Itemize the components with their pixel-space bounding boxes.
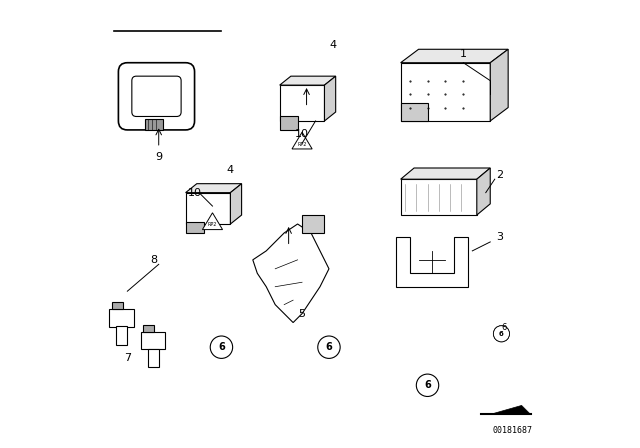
- Polygon shape: [202, 213, 223, 229]
- Text: 10: 10: [188, 188, 202, 198]
- Circle shape: [211, 336, 233, 358]
- Text: RP2: RP2: [208, 222, 217, 228]
- Text: 00181687: 00181687: [493, 426, 532, 435]
- Bar: [112, 302, 123, 309]
- Text: 6: 6: [326, 342, 332, 352]
- Text: 6: 6: [218, 342, 225, 352]
- Bar: [401, 103, 428, 121]
- Circle shape: [318, 336, 340, 358]
- Polygon shape: [324, 76, 336, 121]
- Polygon shape: [401, 179, 477, 215]
- Text: 5: 5: [299, 309, 305, 319]
- Polygon shape: [280, 85, 324, 121]
- Polygon shape: [490, 49, 508, 121]
- Bar: [302, 215, 324, 233]
- Polygon shape: [401, 63, 490, 121]
- Polygon shape: [186, 184, 242, 193]
- Bar: [280, 116, 298, 130]
- FancyBboxPatch shape: [132, 76, 181, 116]
- Text: 10: 10: [295, 129, 309, 139]
- Bar: [148, 349, 159, 367]
- Polygon shape: [401, 168, 490, 179]
- Bar: [145, 119, 163, 130]
- Polygon shape: [230, 184, 242, 224]
- Circle shape: [417, 374, 439, 396]
- Polygon shape: [292, 132, 312, 149]
- Bar: [186, 222, 204, 233]
- Text: 2: 2: [495, 170, 503, 180]
- Polygon shape: [253, 224, 329, 323]
- Text: 7: 7: [124, 353, 131, 363]
- Polygon shape: [490, 405, 531, 414]
- Text: 3: 3: [496, 233, 502, 242]
- Bar: [141, 332, 165, 349]
- Text: 9: 9: [155, 152, 163, 162]
- Polygon shape: [186, 193, 230, 224]
- Circle shape: [493, 326, 509, 342]
- Text: 4: 4: [330, 40, 337, 50]
- Text: 8: 8: [150, 255, 158, 265]
- Bar: [143, 325, 154, 332]
- Text: 4: 4: [227, 165, 234, 175]
- Polygon shape: [396, 237, 468, 287]
- FancyBboxPatch shape: [118, 63, 195, 130]
- Polygon shape: [477, 168, 490, 215]
- Circle shape: [493, 326, 509, 342]
- Bar: [109, 309, 134, 327]
- Text: RP2: RP2: [298, 142, 307, 147]
- Text: 1: 1: [460, 49, 467, 59]
- Text: 6: 6: [424, 380, 431, 390]
- Text: 6: 6: [501, 323, 506, 332]
- Text: 6: 6: [499, 331, 504, 337]
- Bar: [116, 326, 127, 345]
- Polygon shape: [280, 76, 336, 85]
- Polygon shape: [401, 49, 508, 63]
